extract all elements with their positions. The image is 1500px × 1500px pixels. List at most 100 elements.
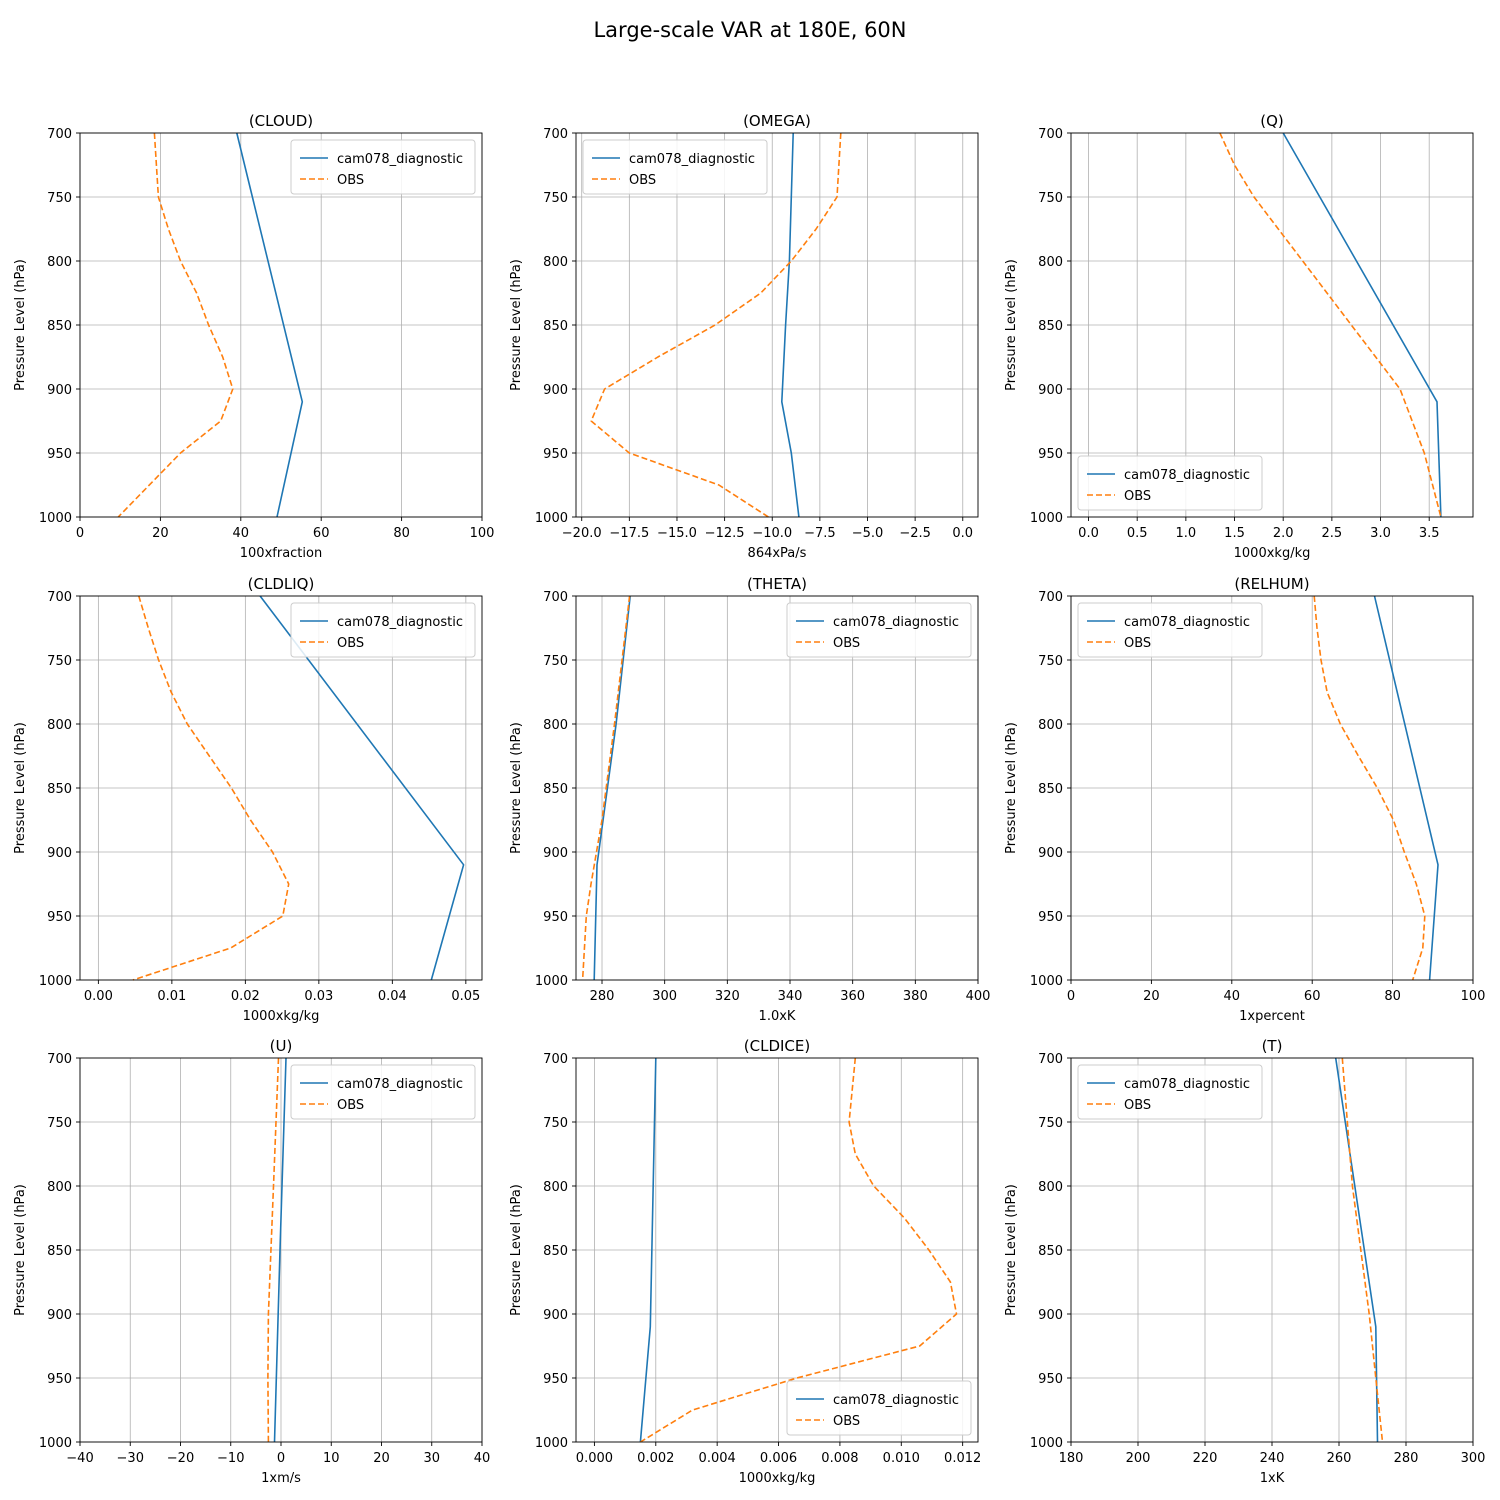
y-tick-label: 700 <box>47 127 72 142</box>
legend-label: cam078_diagnostic <box>629 152 755 167</box>
y-tick-label: 750 <box>47 1116 72 1131</box>
subplot-title: (CLDLIQ) <box>248 575 315 593</box>
subplot-relhum: 0 20 40 60 80 100 700 750 800 850 900 950 1000 (RELHU… <box>1004 575 1485 1024</box>
x-tick-label: 300 <box>652 989 677 1004</box>
y-tick-label: 950 <box>47 1372 72 1387</box>
y-tick-label: 1000 <box>39 511 72 526</box>
y-tick-label: 800 <box>543 1180 568 1195</box>
x-axis-label: 100xfraction <box>240 546 322 561</box>
x-tick-label: 0.010 <box>883 1451 920 1466</box>
subplot-u: −40 −30 −20 −10 0 10 20 30 40 700 750 800 850 900 950 1… <box>13 1037 490 1486</box>
y-tick-label: 850 <box>543 1244 568 1259</box>
legend: cam078_diagnostic OBS <box>290 1064 476 1120</box>
y-tick-label: 750 <box>543 191 568 206</box>
y-tick-label: 850 <box>543 319 568 334</box>
x-tick-label: 40 <box>1224 989 1241 1004</box>
subplot-cldliq: 0.00 0.01 0.02 0.03 0.04 0.05 700 750 800 850 900 9… <box>13 575 483 1024</box>
x-tick-label: 200 <box>1126 1451 1151 1466</box>
x-tick-label: 0.004 <box>699 1451 736 1466</box>
y-tick-label: 1000 <box>1030 511 1063 526</box>
y-tick-label: 800 <box>1038 1180 1063 1195</box>
y-tick-label: 950 <box>1038 447 1063 462</box>
x-tick-label: 2.0 <box>1273 526 1294 541</box>
y-tick-label: 850 <box>47 1244 72 1259</box>
legend-label: cam078_diagnostic <box>1124 1077 1250 1092</box>
x-tick-label: 400 <box>966 989 991 1004</box>
series-line-model <box>273 1057 287 1443</box>
x-tick-label: 100 <box>470 526 495 541</box>
y-tick-label: 1000 <box>1030 974 1063 989</box>
x-tick-label: 30 <box>423 1451 440 1466</box>
series-line-obs <box>1219 132 1442 518</box>
x-tick-label: −10 <box>217 1451 244 1466</box>
y-tick-label: 850 <box>543 782 568 797</box>
x-tick-label: 260 <box>1327 1451 1352 1466</box>
y-tick-label: 950 <box>543 1372 568 1387</box>
y-tick-label: 750 <box>1038 191 1063 206</box>
series-line-obs <box>1341 1057 1384 1443</box>
legend: cam078_diagnostic OBS <box>786 1380 972 1436</box>
x-tick-label: 80 <box>1384 989 1401 1004</box>
y-axis-label: Pressure Level (hPa) <box>1004 722 1019 854</box>
x-tick-label: −40 <box>66 1451 93 1466</box>
x-axis-label: 1000xkg/kg <box>243 1009 320 1024</box>
x-tick-label: 0.04 <box>378 989 407 1004</box>
legend-label: cam078_diagnostic <box>833 615 959 630</box>
subplot-title: (U) <box>270 1037 293 1055</box>
x-tick-label: 280 <box>590 989 615 1004</box>
y-tick-label: 800 <box>47 718 72 733</box>
x-tick-label: 20 <box>1143 989 1160 1004</box>
legend-label: cam078_diagnostic <box>1124 468 1250 483</box>
legend-label: OBS <box>629 173 656 188</box>
y-tick-label: 700 <box>543 1052 568 1067</box>
x-tick-label: 3.5 <box>1419 526 1440 541</box>
x-tick-label: 0.5 <box>1127 526 1148 541</box>
x-tick-label: 300 <box>1461 1451 1486 1466</box>
x-tick-label: 0.00 <box>84 989 113 1004</box>
y-tick-label: 950 <box>47 910 72 925</box>
series-line-obs <box>117 132 234 518</box>
legend: cam078_diagnostic OBS <box>1077 602 1263 658</box>
y-tick-label: 850 <box>47 319 72 334</box>
x-tick-label: 0.02 <box>231 989 260 1004</box>
x-tick-label: 280 <box>1394 1451 1419 1466</box>
y-tick-label: 950 <box>543 447 568 462</box>
legend-label: OBS <box>1124 1098 1151 1113</box>
series-line-obs <box>267 1057 280 1443</box>
series-line-obs <box>132 595 290 981</box>
x-tick-label: 10 <box>323 1451 340 1466</box>
x-tick-label: 20 <box>373 1451 390 1466</box>
x-tick-label: 20 <box>152 526 169 541</box>
subplot-title: (CLDICE) <box>744 1037 810 1055</box>
legend-label: cam078_diagnostic <box>337 615 463 630</box>
legend-label: OBS <box>337 173 364 188</box>
x-axis-label: 1000xkg/kg <box>739 1471 816 1486</box>
x-tick-label: 80 <box>393 526 410 541</box>
y-tick-label: 850 <box>1038 319 1063 334</box>
subplot-title: (Q) <box>1260 112 1284 130</box>
x-tick-label: 0 <box>277 1451 285 1466</box>
x-axis-label: 1.0xK <box>759 1009 796 1024</box>
legend: cam078_diagnostic OBS <box>582 139 768 195</box>
y-axis-label: Pressure Level (hPa) <box>509 259 524 391</box>
subplot-q: 0.0 0.5 1.0 1.5 2.0 2.5 3.0 3.5 700 750 800 850 900 9… <box>1004 112 1474 561</box>
x-axis-label: 864xPa/s <box>748 546 807 561</box>
y-tick-label: 950 <box>47 447 72 462</box>
x-axis-label: 1xm/s <box>261 1471 301 1486</box>
x-tick-label: −30 <box>117 1451 144 1466</box>
y-tick-label: 900 <box>47 1308 72 1323</box>
legend-box <box>786 602 972 658</box>
x-tick-label: 380 <box>903 989 928 1004</box>
legend-label: cam078_diagnostic <box>337 152 463 167</box>
y-tick-label: 950 <box>1038 910 1063 925</box>
x-tick-label: 2.5 <box>1322 526 1343 541</box>
subplot-cloud: 0 20 40 60 80 100 700 750 800 850 900 950 1000 (CLOUD… <box>13 112 494 561</box>
y-tick-label: 900 <box>543 383 568 398</box>
legend-box <box>290 139 476 195</box>
x-tick-label: 180 <box>1059 1451 1084 1466</box>
x-axis-label: 1xK <box>1260 1471 1285 1486</box>
legend-box <box>1077 1064 1263 1120</box>
x-tick-label: 360 <box>840 989 865 1004</box>
x-tick-label: −20.0 <box>562 526 602 541</box>
